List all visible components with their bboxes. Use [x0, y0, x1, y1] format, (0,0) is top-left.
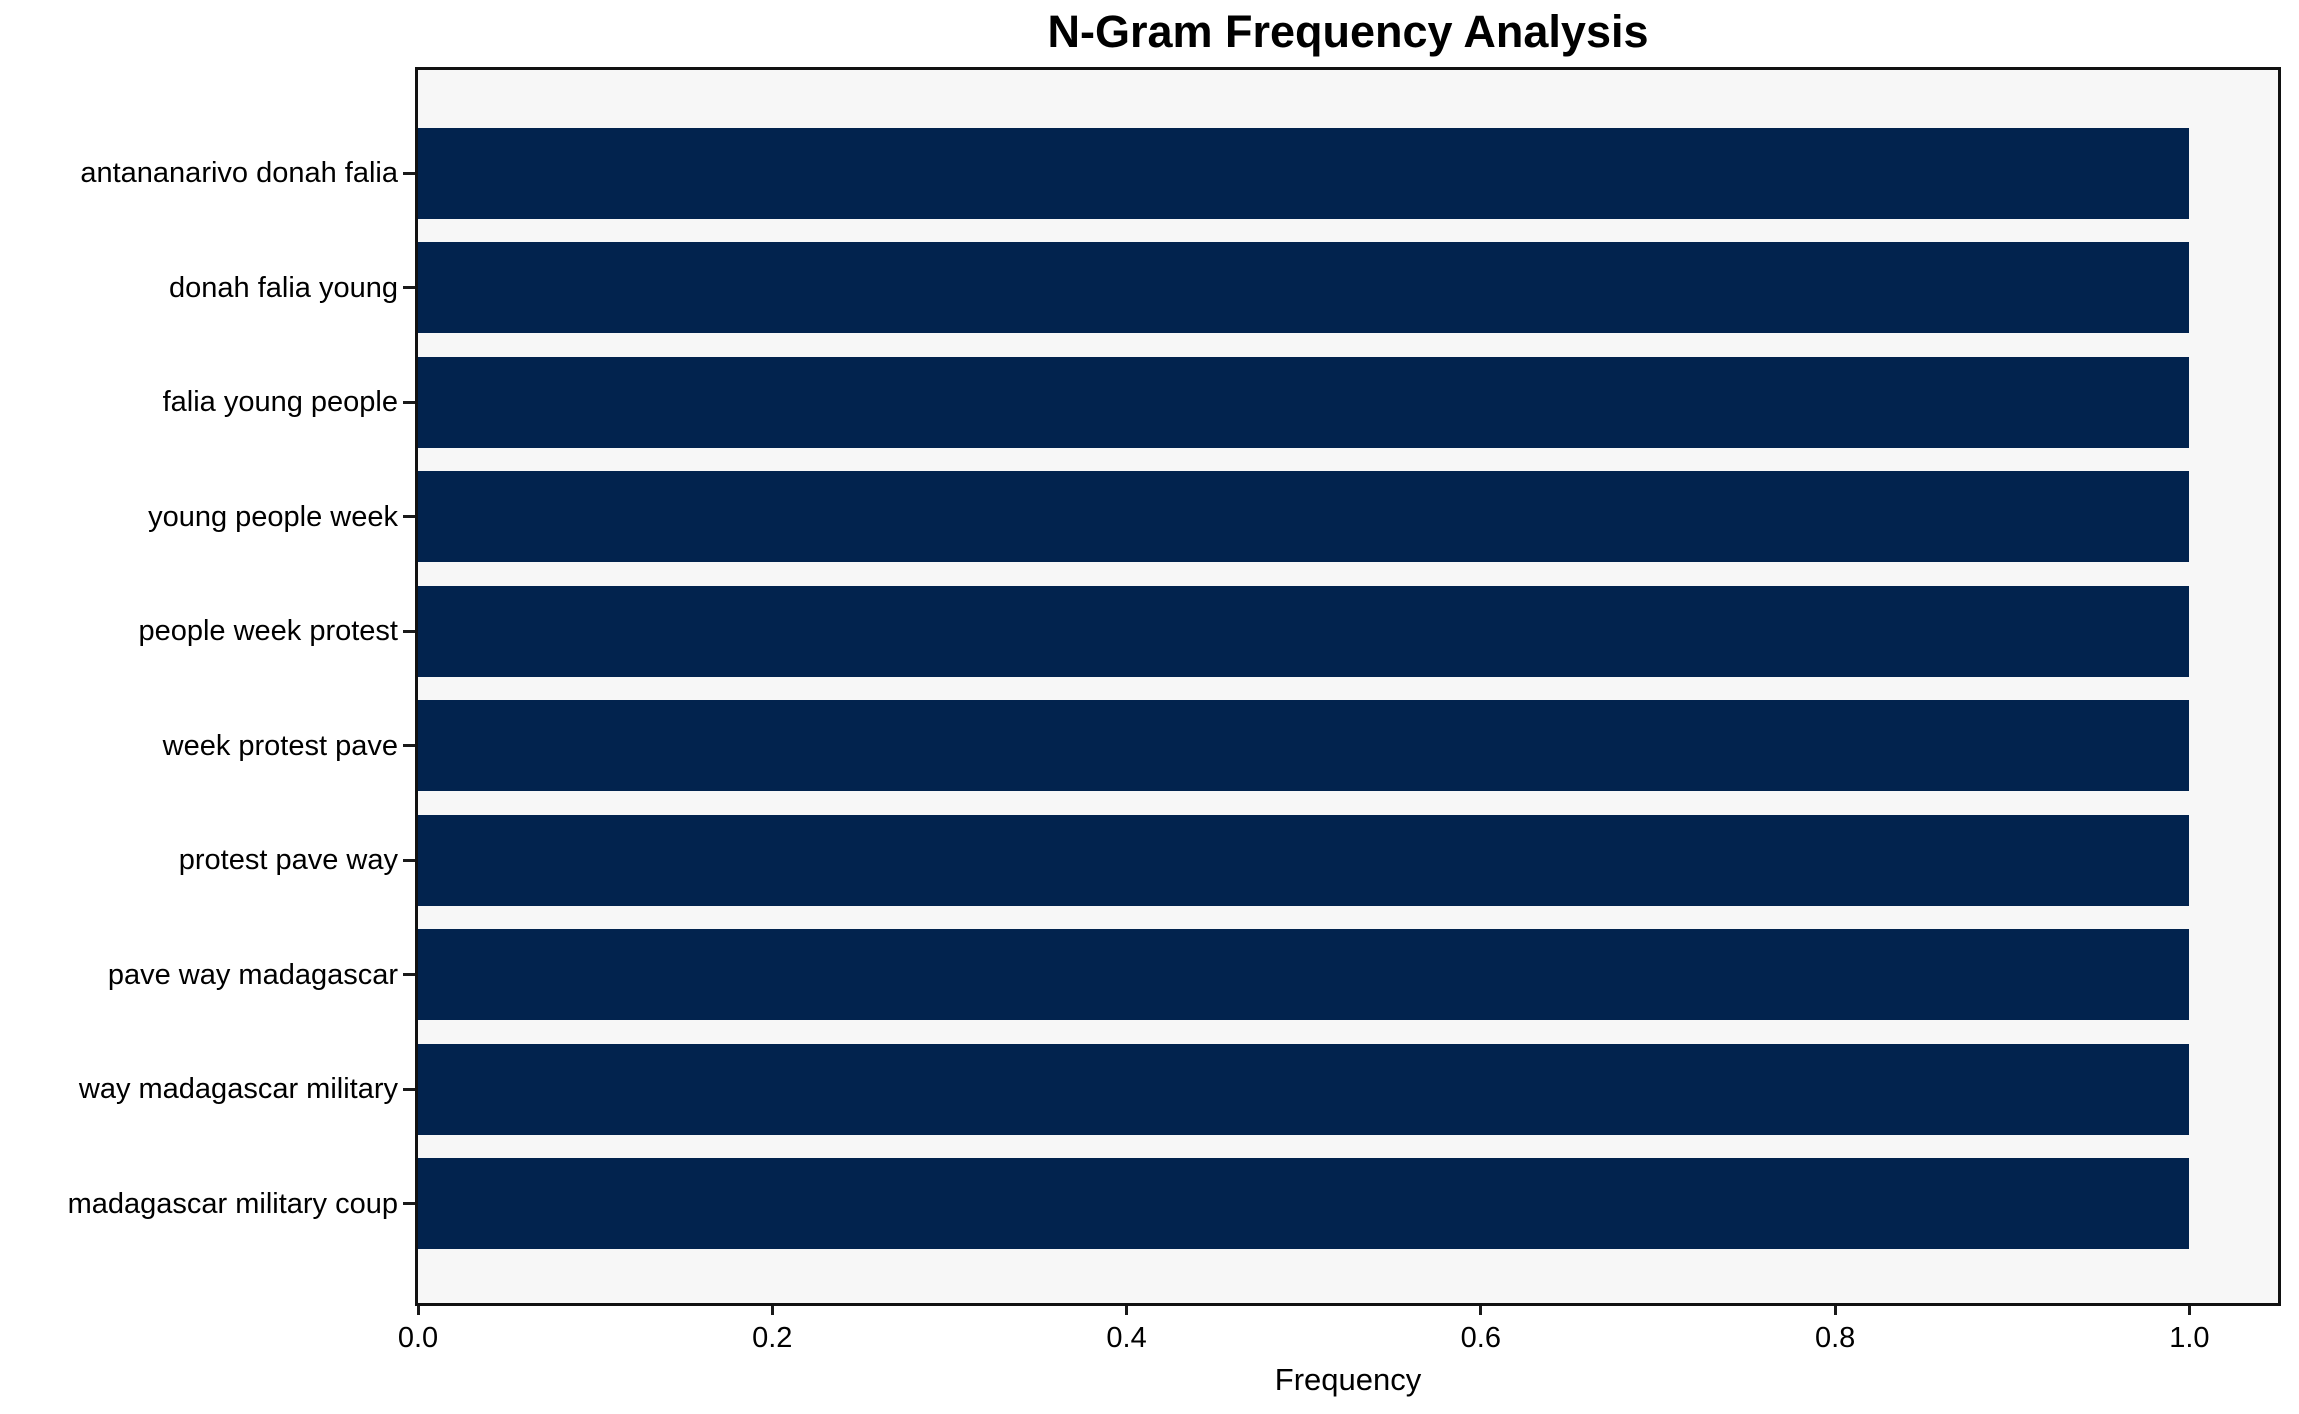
x-tick-mark — [416, 1303, 420, 1315]
x-tick-mark — [1479, 1303, 1483, 1315]
x-tick-label: 0.0 — [397, 1322, 439, 1354]
y-tick-label: protest pave way — [178, 844, 398, 876]
y-tick-label: antananarivo donah falia — [80, 157, 398, 189]
bar — [418, 127, 2190, 219]
bar — [418, 585, 2190, 677]
x-tick-mark — [1833, 1303, 1837, 1315]
y-tick-mark — [403, 515, 415, 518]
y-tick-mark — [403, 286, 415, 289]
y-tick-label: young people week — [148, 500, 398, 533]
y-tick-mark — [403, 1087, 415, 1091]
bar — [418, 471, 2190, 562]
y-tick-label: falia young people — [162, 386, 398, 418]
x-tick-mark — [2187, 1303, 2191, 1315]
plot-area — [415, 67, 2281, 1306]
x-tick-mark — [1125, 1303, 1129, 1315]
x-axis-label: Frequency — [1274, 1362, 1422, 1397]
x-tick-label: 1.0 — [2169, 1322, 2210, 1354]
x-tick-label: 0.2 — [752, 1322, 793, 1354]
y-tick-mark — [403, 629, 415, 633]
y-tick-label: donah falia young — [169, 271, 398, 304]
x-tick-label: 0.4 — [1106, 1322, 1147, 1354]
y-tick-mark — [403, 1202, 415, 1205]
y-tick-label: pave way madagascar — [107, 958, 398, 991]
x-tick-mark — [770, 1303, 774, 1315]
y-tick-mark — [403, 973, 415, 976]
bar — [418, 356, 2190, 448]
y-tick-mark — [403, 171, 415, 175]
bar — [418, 242, 2190, 333]
y-tick-label: people week protest — [138, 615, 398, 647]
y-tick-mark — [403, 744, 415, 747]
bar — [418, 1158, 2190, 1249]
bar — [418, 1043, 2190, 1135]
bar — [418, 700, 2190, 791]
y-tick-label: madagascar military coup — [67, 1187, 398, 1220]
y-tick-mark — [403, 400, 415, 404]
chart-title: N-Gram Frequency Analysis — [1047, 6, 1649, 57]
y-tick-label: week protest pave — [162, 729, 398, 762]
x-tick-label: 0.8 — [1814, 1322, 1856, 1354]
y-tick-mark — [403, 858, 415, 862]
y-tick-label: way madagascar military — [78, 1073, 398, 1105]
bar — [418, 929, 2190, 1020]
bar — [418, 814, 2190, 906]
x-tick-label: 0.6 — [1460, 1322, 1501, 1354]
